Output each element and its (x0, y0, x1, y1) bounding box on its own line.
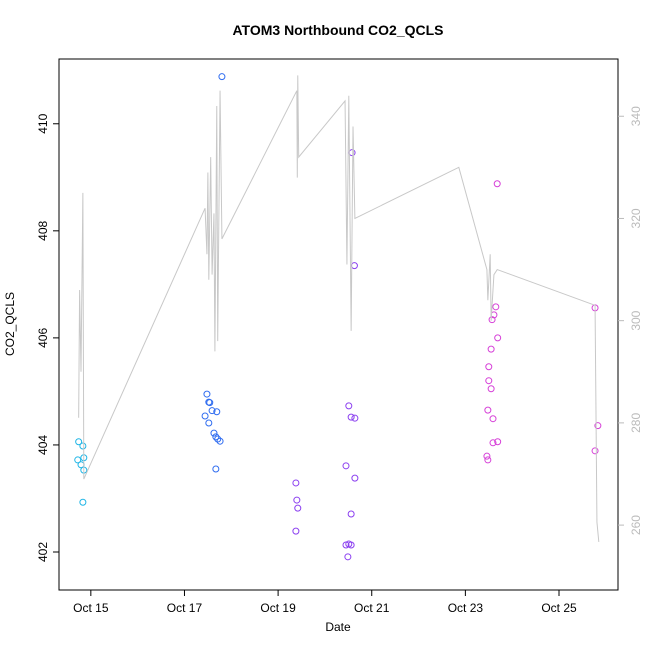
point (350, 262, 358, 270)
point (345, 402, 353, 410)
point (348, 149, 356, 157)
y-tick-label: 406 (36, 328, 50, 348)
point (347, 413, 355, 421)
x-tick-label: Oct 19 (260, 601, 296, 615)
y2-tick-label: 300 (629, 310, 643, 330)
point (591, 447, 599, 455)
point (494, 334, 502, 342)
point (344, 553, 352, 561)
point (208, 407, 216, 415)
point (483, 452, 491, 460)
point (347, 541, 355, 549)
point (485, 377, 493, 385)
point (293, 496, 301, 504)
point (74, 456, 82, 464)
point (201, 412, 209, 420)
point (347, 510, 355, 518)
x-tick-label: Oct 25 (541, 601, 577, 615)
point (292, 527, 300, 535)
point (294, 504, 302, 512)
point (351, 474, 359, 482)
x-tick-label: Oct 21 (354, 601, 390, 615)
point (492, 303, 500, 311)
y-tick-label: 408 (36, 220, 50, 240)
point (205, 419, 213, 427)
y-tick-label: 402 (36, 542, 50, 562)
point (487, 385, 495, 393)
y-tick-label: 404 (36, 435, 50, 455)
chart-title: ATOM3 Northbound CO2_QCLS (232, 22, 443, 38)
point (485, 363, 493, 371)
x-axis-title: Date (325, 620, 351, 634)
point (292, 479, 300, 487)
point (218, 73, 226, 81)
point (484, 406, 492, 414)
point (216, 437, 224, 445)
plot-frame (58, 58, 619, 591)
point (594, 422, 602, 430)
point (213, 408, 221, 416)
point (489, 415, 497, 423)
point (203, 390, 211, 398)
x-tick-label: Oct 17 (167, 601, 203, 615)
y-axis-title: CO2_QCLS (3, 292, 17, 356)
point (212, 465, 220, 473)
y2-tick-label: 340 (629, 106, 643, 126)
point (79, 498, 87, 506)
point (210, 429, 218, 437)
point (79, 442, 87, 450)
x-tick-label: Oct 15 (73, 601, 109, 615)
y2-tick-label: 280 (629, 413, 643, 433)
point (489, 439, 497, 447)
point (494, 438, 502, 446)
point (493, 180, 501, 188)
x-tick-label: Oct 23 (448, 601, 484, 615)
y2-tick-label: 260 (629, 515, 643, 535)
point (488, 316, 496, 324)
point (212, 433, 220, 441)
line (78, 75, 600, 543)
point (342, 462, 350, 470)
point (484, 456, 492, 464)
point (351, 414, 359, 422)
y2-tick-label: 320 (629, 208, 643, 228)
y-tick-label: 410 (36, 113, 50, 133)
point (487, 345, 495, 353)
point (206, 399, 214, 407)
point (214, 435, 222, 443)
point (75, 438, 83, 446)
